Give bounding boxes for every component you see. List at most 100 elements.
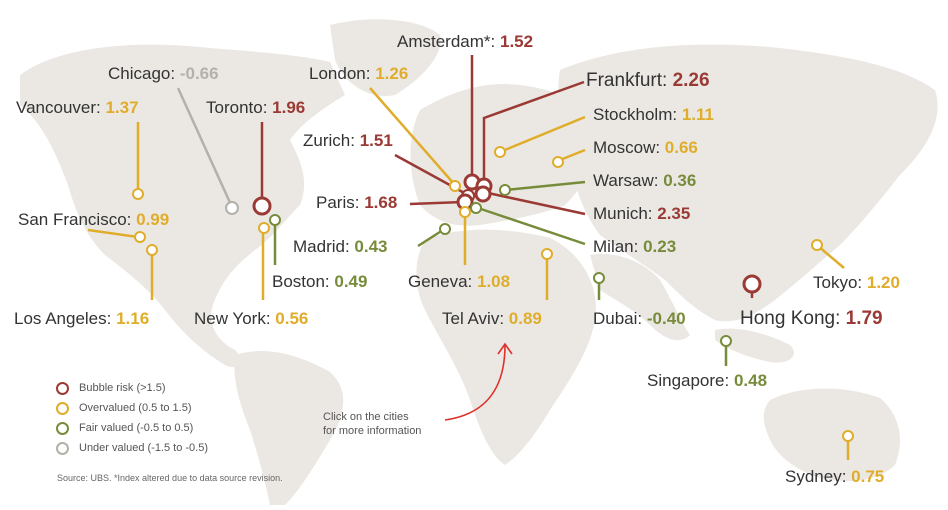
city-value: 1.20 [866, 273, 900, 292]
city-marker-chicago[interactable] [225, 201, 239, 215]
city-name: Tokyo: [813, 273, 867, 292]
city-marker-losangeles[interactable] [146, 244, 158, 256]
city-label-newyork[interactable]: New York: 0.56 [194, 309, 308, 329]
city-name: Chicago: [108, 64, 180, 83]
city-label-dubai[interactable]: Dubai: -0.40 [593, 309, 686, 329]
south-asia-shape [590, 253, 690, 341]
city-name: Madrid: [293, 237, 355, 256]
city-label-paris[interactable]: Paris: 1.68 [316, 193, 397, 213]
city-marker-sanfrancisco[interactable] [134, 231, 146, 243]
leader-line-milan [477, 206, 586, 246]
leader-line-madrid [417, 228, 444, 248]
city-label-zurich[interactable]: Zurich: 1.51 [303, 131, 393, 151]
city-label-warsaw[interactable]: Warsaw: 0.36 [593, 171, 696, 191]
city-label-london[interactable]: London: 1.26 [309, 64, 408, 84]
city-marker-dubai[interactable] [593, 272, 605, 284]
city-name: Toronto: [206, 98, 273, 117]
city-label-vancouver[interactable]: Vancouver: 1.37 [16, 98, 139, 118]
source-note: Source: UBS. *Index altered due to data … [57, 473, 283, 483]
legend-label: Under valued (-1.5 to -0.5) [79, 442, 209, 454]
uk-shape [435, 133, 456, 165]
city-label-tokyo[interactable]: Tokyo: 1.20 [813, 273, 900, 293]
city-label-losangeles[interactable]: Los Angeles: 1.16 [14, 309, 149, 329]
city-marker-geneva[interactable] [459, 206, 471, 218]
leader-line-munich [487, 191, 586, 216]
city-value: 1.51 [359, 131, 393, 150]
legend-bubble-icon [56, 381, 69, 395]
city-value: 0.75 [851, 467, 885, 486]
city-name: Frankfurt: [586, 70, 673, 91]
legend-item-bubble: Bubble risk (>1.5) [56, 378, 208, 398]
city-value: 1.16 [116, 309, 150, 328]
hint-arrow [444, 344, 506, 421]
city-label-frankfurt[interactable]: Frankfurt: 2.26 [586, 71, 710, 91]
city-label-toronto[interactable]: Toronto: 1.96 [206, 98, 305, 118]
city-marker-telaviv[interactable] [541, 248, 553, 260]
legend: Bubble risk (>1.5) Overvalued (0.5 to 1.… [56, 378, 208, 458]
city-label-munich[interactable]: Munich: 2.35 [593, 204, 690, 224]
city-name: Tel Aviv: [442, 309, 509, 328]
city-marker-moscow[interactable] [552, 156, 564, 168]
city-marker-newyork[interactable] [258, 222, 270, 234]
city-value: 0.49 [334, 272, 368, 291]
city-name: Hong Kong: [740, 308, 846, 329]
city-value: 0.48 [733, 371, 768, 390]
city-label-hongkong[interactable]: Hong Kong: 1.79 [740, 309, 883, 329]
legend-item-fair: Fair valued (-0.5 to 0.5) [56, 418, 208, 438]
city-marker-toronto[interactable] [252, 196, 272, 216]
city-marker-vancouver[interactable] [132, 188, 144, 200]
city-label-milan[interactable]: Milan: 0.23 [593, 237, 676, 257]
city-label-stockholm[interactable]: Stockholm: 1.11 [593, 105, 714, 125]
city-marker-milan[interactable] [470, 202, 482, 214]
city-value: 0.23 [643, 237, 677, 256]
city-label-singapore[interactable]: Singapore: 0.48 [647, 371, 767, 391]
city-marker-singapore[interactable] [720, 335, 732, 347]
city-label-sanfrancisco[interactable]: San Francisco: 0.99 [18, 210, 169, 230]
city-name: San Francisco: [18, 210, 137, 229]
city-label-sydney[interactable]: Sydney: 0.75 [785, 467, 884, 487]
city-value: 2.35 [657, 204, 691, 223]
city-value: 1.68 [364, 193, 398, 212]
city-name: Moscow: [593, 138, 665, 157]
leader-line-stockholm [499, 115, 586, 154]
leader-line-warsaw [505, 180, 586, 192]
city-marker-london[interactable] [449, 180, 461, 192]
city-marker-hongkong[interactable] [742, 274, 762, 294]
leader-line-chicago [176, 87, 234, 208]
city-name: Milan: [593, 237, 644, 256]
city-name: Sydney: [785, 467, 852, 486]
legend-undervalued-icon [56, 441, 69, 455]
city-value: 1.11 [681, 105, 714, 124]
city-label-chicago[interactable]: Chicago: -0.66 [108, 64, 219, 84]
city-marker-sydney[interactable] [842, 430, 854, 442]
city-name: Los Angeles: [14, 309, 117, 328]
city-value: 0.56 [275, 309, 309, 328]
city-value: 1.37 [105, 98, 139, 117]
city-marker-warsaw[interactable] [499, 184, 511, 196]
city-label-moscow[interactable]: Moscow: 0.66 [593, 138, 698, 158]
city-value: 2.26 [672, 70, 710, 91]
city-label-boston[interactable]: Boston: 0.49 [272, 272, 367, 292]
city-label-amsterdam[interactable]: Amsterdam*: 1.52 [397, 32, 533, 52]
city-name: Vancouver: [16, 98, 106, 117]
leader-line-moscow [559, 148, 586, 162]
greenland-shape [330, 19, 441, 96]
click-hint: Click on the cities for more information [323, 410, 421, 438]
city-name: Dubai: [593, 309, 647, 328]
city-marker-madrid[interactable] [439, 223, 451, 235]
africa-shape [416, 229, 596, 465]
hint-arrow-head [497, 342, 513, 355]
city-marker-tokyo[interactable] [811, 239, 823, 251]
city-marker-boston[interactable] [269, 214, 281, 226]
city-label-geneva[interactable]: Geneva: 1.08 [408, 272, 510, 292]
city-marker-munich[interactable] [474, 185, 492, 203]
city-label-madrid[interactable]: Madrid: 0.43 [293, 237, 388, 257]
city-markers [132, 146, 854, 442]
city-label-telaviv[interactable]: Tel Aviv: 0.89 [442, 309, 542, 329]
leader-line-frankfurt [482, 80, 585, 185]
city-marker-stockholm[interactable] [494, 146, 506, 158]
city-value: -0.66 [179, 64, 219, 83]
leader-line-sanfrancisco [87, 228, 139, 239]
